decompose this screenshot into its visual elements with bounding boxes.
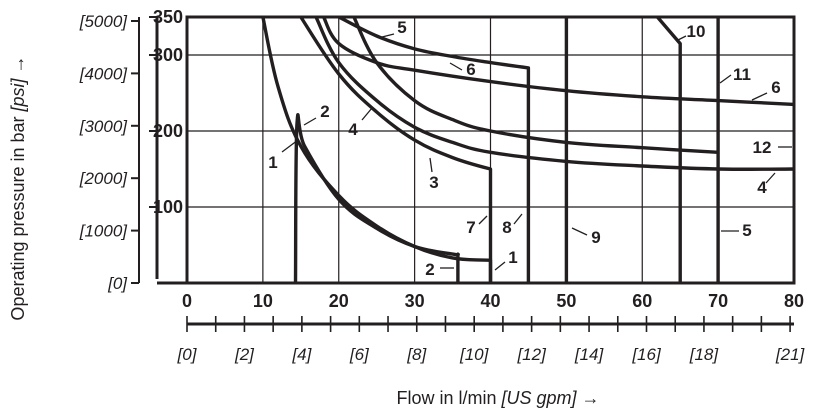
x-tick-gpm-label: [4] <box>291 345 312 364</box>
y-tick-bar-label: 200 <box>153 121 183 141</box>
curve-label: 5 <box>397 18 406 37</box>
y-tick-psi-label: [2000] <box>79 169 129 188</box>
curve-4 <box>314 16 795 171</box>
curve-1 <box>261 16 493 283</box>
x-tick-label: 20 <box>329 291 349 311</box>
y-tick-bar-label: 100 <box>153 197 183 217</box>
curve-label: 5 <box>742 221 751 240</box>
curve-7 <box>352 16 719 154</box>
curve-label: 2 <box>425 260 434 279</box>
curve-label: 1 <box>268 153 277 172</box>
curve-label: 10 <box>687 22 706 41</box>
x-tick-label: 30 <box>405 291 425 311</box>
curve-label: 8 <box>502 218 511 237</box>
curve-label-leader <box>281 139 299 153</box>
x-tick-gpm-label: [16] <box>631 345 662 364</box>
y-tick-psi-label: [0] <box>107 274 128 293</box>
x-tick-gpm-label: [8] <box>406 345 427 364</box>
curve-label: 6 <box>771 78 780 97</box>
x-tick-gpm-label: [12] <box>516 345 547 364</box>
curve-label: 12 <box>753 138 772 157</box>
x-tick-label: 80 <box>784 291 804 311</box>
curve-label: 1 <box>508 248 517 267</box>
curve-label: 2 <box>320 102 329 121</box>
curve-8 <box>656 15 682 283</box>
x-tick-gpm-label: [21] <box>775 345 806 364</box>
curve-label: 9 <box>591 228 600 247</box>
curve-6 <box>322 16 795 107</box>
curve-label: 4 <box>348 120 358 139</box>
curve-3 <box>299 16 493 283</box>
curve-label-leader <box>478 215 488 225</box>
y-axis-title: Operating pressure in bar [psi] → <box>8 55 28 320</box>
x-tick-gpm-label: [14] <box>574 345 605 364</box>
x-tick-label: 10 <box>253 291 273 311</box>
x-tick-gpm-label: [0] <box>177 345 198 364</box>
x-tick-label: 70 <box>708 291 728 311</box>
curve-label-leader <box>513 213 523 225</box>
x-axis-title: Flow in l/min [US gpm] → <box>396 388 599 408</box>
x-tick-label: 50 <box>556 291 576 311</box>
curve-label-leader <box>571 227 588 236</box>
y-tick-psi-label: [5000] <box>79 12 129 31</box>
x-tick-label: 60 <box>632 291 652 311</box>
curve-2 <box>293 113 460 284</box>
curves <box>261 15 795 284</box>
x-tick-gpm-label: [18] <box>689 345 720 364</box>
y-tick-bar-label: 350 <box>153 7 183 27</box>
x-tick-label: 0 <box>182 291 192 311</box>
curve-5 <box>338 15 531 283</box>
curve-label: 4 <box>757 178 767 197</box>
x-tick-gpm-label: [2] <box>234 345 255 364</box>
curve-label-leader <box>449 62 463 71</box>
curve-label-leader <box>675 35 687 42</box>
curve-label: 3 <box>429 173 438 192</box>
curve-label: 6 <box>466 60 475 79</box>
x-tick-gpm-label: [10] <box>459 345 490 364</box>
curve-label-leader <box>765 172 776 184</box>
curve-label: 11 <box>733 65 751 84</box>
curve-label-leader <box>494 261 506 271</box>
y-tick-bar-label: 300 <box>153 45 183 65</box>
curve-label-leader <box>361 107 373 121</box>
x-tick-label: 40 <box>480 291 500 311</box>
y-tick-psi-label: [1000] <box>79 222 129 241</box>
curve-label-leader <box>751 92 768 101</box>
x-tick-gpm-label: [6] <box>349 345 370 364</box>
y-tick-psi-label: [4000] <box>79 64 129 83</box>
y-tick-psi-label: [3000] <box>79 117 129 136</box>
curve-label: 7 <box>466 218 475 237</box>
curve-label-leader <box>429 157 433 173</box>
curve-label-leader <box>303 117 317 126</box>
curve-label-leader <box>381 33 395 38</box>
curve-label-leader <box>719 74 732 84</box>
